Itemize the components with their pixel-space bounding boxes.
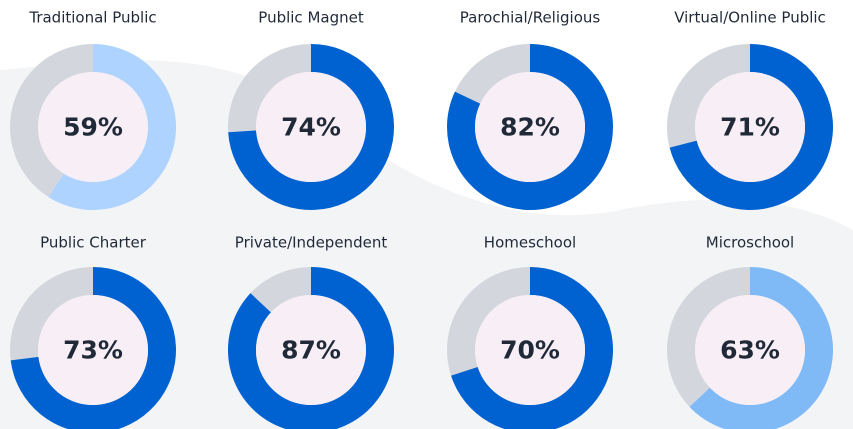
- remainder-arc: [10, 44, 93, 198]
- background-blob: [0, 60, 853, 429]
- donut-center: [475, 72, 585, 182]
- value-arc: [10, 267, 176, 429]
- chart-title: Public Magnet: [258, 9, 364, 27]
- remainder-arc: [447, 267, 530, 376]
- value-arc: [447, 44, 613, 210]
- value-arc: [48, 43, 177, 211]
- chart-title: Homeschool: [484, 234, 576, 252]
- remainder-arc: [454, 44, 530, 104]
- chart-title: Virtual/Online Public: [674, 9, 826, 27]
- chart-title: Parochial/Religious: [460, 9, 601, 27]
- donut-center: [38, 72, 148, 182]
- value-label: 74%: [281, 113, 341, 142]
- value-label: 70%: [500, 336, 560, 365]
- value-label: 71%: [720, 113, 780, 142]
- value-arc: [669, 44, 833, 210]
- value-arc: [228, 44, 394, 210]
- value-arc: [689, 267, 833, 429]
- value-label: 87%: [281, 336, 341, 365]
- donut-center: [695, 295, 805, 405]
- value-label: 59%: [63, 113, 123, 142]
- remainder-arc: [666, 44, 750, 148]
- chart-title: Traditional Public: [28, 9, 156, 27]
- chart-title: Microschool: [706, 234, 794, 252]
- donut-center: [38, 295, 148, 405]
- chart-title: Public Charter: [40, 234, 147, 252]
- remainder-arc: [250, 267, 311, 313]
- remainder-arc: [228, 44, 311, 133]
- donut-center: [475, 295, 585, 405]
- remainder-arc: [10, 267, 93, 361]
- donut-center: [256, 295, 366, 405]
- donut-center: [695, 72, 805, 182]
- value-arc: [228, 267, 394, 429]
- remainder-arc: [667, 267, 750, 407]
- value-label: 82%: [500, 113, 560, 142]
- value-arc: [451, 267, 613, 429]
- value-label: 63%: [720, 336, 780, 365]
- chart-title: Private/Independent: [235, 234, 388, 252]
- donut-center: [256, 72, 366, 182]
- value-label: 73%: [63, 336, 123, 365]
